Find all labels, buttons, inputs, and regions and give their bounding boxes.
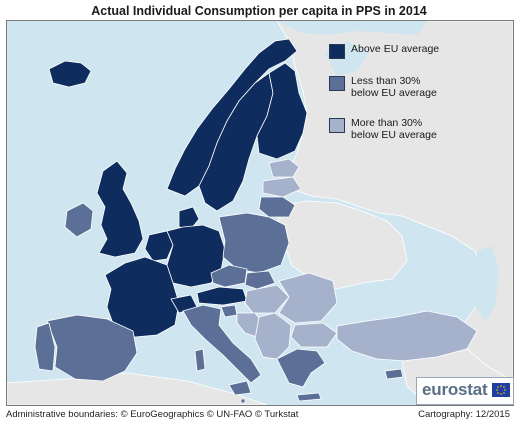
spain <box>46 314 138 382</box>
cartography-date: Cartography: 12/2015 <box>418 409 510 420</box>
slovakia <box>244 270 276 290</box>
finland <box>256 62 308 160</box>
black-sea <box>337 283 412 323</box>
latvia <box>262 176 302 198</box>
eu-flag-icon <box>492 383 510 397</box>
crete <box>296 392 322 402</box>
greece <box>276 348 326 388</box>
legend-label: Less than 30% below EU average <box>351 75 437 99</box>
map-area <box>6 20 514 406</box>
europe-map <box>7 21 513 405</box>
sicily <box>228 380 252 396</box>
poland <box>218 212 290 274</box>
iceland-fill <box>48 60 92 88</box>
eurostat-logo: eurostat <box>416 377 514 405</box>
romania <box>278 272 338 324</box>
bulgaria <box>290 322 338 348</box>
barents-sea <box>277 21 427 35</box>
united-kingdom <box>96 160 144 258</box>
italy <box>182 304 262 384</box>
estonia <box>268 158 300 178</box>
sardinia <box>194 348 206 372</box>
legend-label: Above EU average <box>351 43 440 55</box>
lithuania <box>258 196 296 218</box>
portugal <box>34 322 56 372</box>
logo-text: eurostat <box>422 380 488 399</box>
legend-label: More than 30% below EU average <box>351 117 437 141</box>
legend-swatch <box>329 76 345 91</box>
belarus-ukraine-region <box>276 200 408 290</box>
western-balkans <box>254 312 292 360</box>
cyprus <box>384 368 404 380</box>
malta <box>240 398 246 404</box>
source-credits: Administrative boundaries: © EuroGeograp… <box>6 409 299 420</box>
ireland <box>64 202 94 238</box>
legend-swatch <box>329 118 345 133</box>
denmark <box>178 206 200 230</box>
caspian-sea <box>475 246 499 321</box>
france <box>104 256 180 338</box>
map-title: Actual Individual Consumption per capita… <box>91 4 427 18</box>
legend-swatch <box>329 44 345 59</box>
